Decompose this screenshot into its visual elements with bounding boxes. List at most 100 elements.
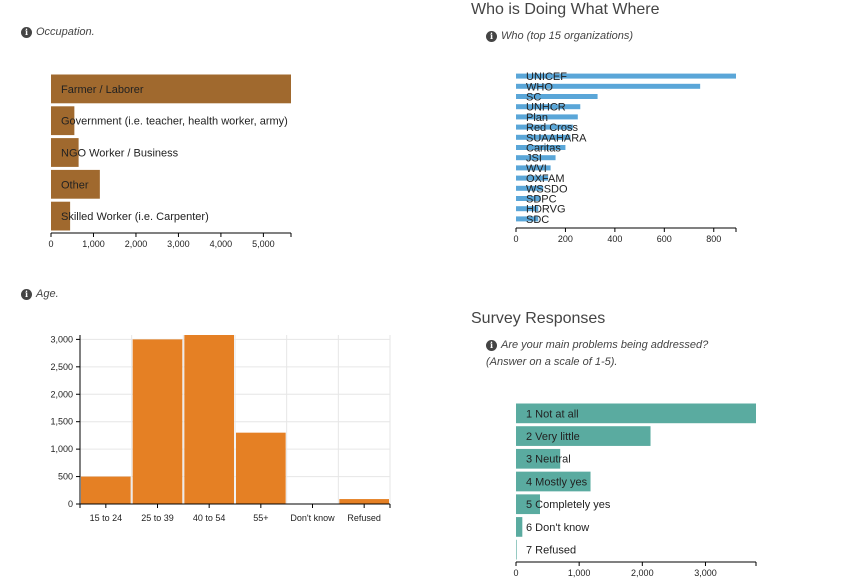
bar-category-label: NGO Worker / Business bbox=[61, 147, 179, 159]
x-tick-label: 4,000 bbox=[210, 239, 233, 249]
x-tick-label: Refused bbox=[347, 513, 381, 523]
x-tick-label: 400 bbox=[607, 234, 622, 244]
x-tick-label: 800 bbox=[706, 234, 721, 244]
bar bbox=[516, 104, 581, 110]
who-label: i Who (top 15 organizations) bbox=[486, 28, 633, 45]
bar bbox=[516, 471, 591, 492]
bar-category-label: 2 Very little bbox=[526, 431, 580, 443]
bar-category-label: UNHCR bbox=[526, 102, 566, 114]
who-section-title: Who is Doing What Where bbox=[471, 1, 660, 18]
bar-category-label: Farmer / Laborer bbox=[61, 84, 144, 96]
y-tick-label: 500 bbox=[58, 472, 73, 482]
x-tick-label: 1,000 bbox=[568, 568, 591, 578]
info-icon[interactable]: i bbox=[21, 289, 32, 300]
bar bbox=[516, 196, 541, 201]
x-tick-label: 0 bbox=[48, 239, 53, 249]
bar bbox=[516, 185, 544, 191]
bar bbox=[516, 206, 539, 212]
bar-category-label: 1 Not at all bbox=[526, 408, 579, 420]
age-label: i Age. bbox=[21, 286, 59, 303]
bar-category-label: WSSDO bbox=[526, 183, 568, 195]
bar bbox=[516, 165, 551, 171]
bar bbox=[339, 499, 389, 504]
bar bbox=[236, 432, 286, 504]
bar-category-label: JSI bbox=[526, 153, 542, 165]
x-tick-label: 3,000 bbox=[167, 239, 190, 249]
bar-category-label: 5 Completely yes bbox=[526, 499, 611, 511]
bar bbox=[516, 145, 566, 150]
bar bbox=[81, 476, 131, 504]
bar bbox=[516, 175, 549, 181]
bar-category-label: Red Cross bbox=[526, 122, 578, 134]
occupation-label: i Occupation. bbox=[21, 24, 95, 41]
bar-category-label: Plan bbox=[526, 112, 548, 124]
bar bbox=[516, 517, 523, 537]
bar-category-label: SDPC bbox=[526, 194, 557, 206]
x-tick-label: 2,000 bbox=[631, 568, 654, 578]
x-tick-label: 200 bbox=[558, 234, 573, 244]
x-tick-label: 2,000 bbox=[125, 239, 148, 249]
bar bbox=[516, 155, 556, 161]
bar bbox=[516, 539, 517, 560]
bar-category-label: HDRVG bbox=[526, 204, 566, 216]
bar bbox=[51, 138, 79, 167]
info-icon[interactable]: i bbox=[486, 31, 497, 42]
bar-category-label: SC bbox=[526, 92, 541, 104]
y-tick-label: 2,500 bbox=[50, 362, 73, 372]
survey-label-text: Are your main problems being addressed? … bbox=[486, 339, 709, 368]
bar bbox=[516, 94, 598, 99]
x-tick-label: 15 to 24 bbox=[90, 513, 123, 523]
bar bbox=[516, 83, 701, 89]
x-tick-label: 600 bbox=[657, 234, 672, 244]
y-tick-label: 2,000 bbox=[50, 389, 73, 399]
who-label-text: Who (top 15 organizations) bbox=[501, 30, 634, 42]
bar-category-label: 7 Refused bbox=[526, 545, 576, 557]
bar-category-label: 4 Mostly yes bbox=[526, 476, 588, 488]
bar-category-label: 3 Neutral bbox=[526, 454, 571, 466]
bar bbox=[516, 426, 651, 446]
bar-category-label: SDC bbox=[526, 214, 549, 226]
bar-category-label: OXFAM bbox=[526, 173, 565, 185]
bar bbox=[516, 494, 540, 515]
x-tick-label: 25 to 39 bbox=[141, 513, 174, 523]
survey-section-title: Survey Responses bbox=[471, 310, 606, 327]
y-tick-label: 1,000 bbox=[50, 444, 73, 454]
x-tick-label: 40 to 54 bbox=[193, 513, 226, 523]
bar bbox=[516, 216, 539, 222]
bar-category-label: WVI bbox=[526, 163, 547, 175]
x-tick-label: 1,000 bbox=[82, 239, 105, 249]
bar bbox=[132, 339, 183, 504]
bar-category-label: Skilled Worker (i.e. Carpenter) bbox=[61, 211, 209, 223]
bar bbox=[184, 335, 234, 504]
bar-category-label: 6 Don't know bbox=[526, 522, 589, 534]
age-label-text: Age. bbox=[36, 288, 59, 300]
bar bbox=[51, 169, 100, 199]
bar-category-label: Government (i.e. teacher, health worker,… bbox=[61, 116, 288, 128]
bar bbox=[516, 124, 573, 130]
x-tick-label: 5,000 bbox=[252, 239, 275, 249]
x-tick-label: 0 bbox=[513, 234, 518, 244]
bar bbox=[516, 114, 578, 120]
bar-category-label: Caritas bbox=[526, 143, 561, 155]
bar-category-label: WHO bbox=[526, 81, 553, 93]
bar-category-label: Other bbox=[61, 179, 89, 191]
info-icon[interactable]: i bbox=[486, 340, 497, 351]
bar bbox=[51, 201, 71, 231]
bar bbox=[51, 106, 75, 136]
x-tick-label: 55+ bbox=[253, 513, 268, 523]
y-tick-label: 3,000 bbox=[50, 334, 73, 344]
bar bbox=[516, 134, 571, 140]
bar bbox=[516, 73, 736, 79]
bar-category-label: UNICEF bbox=[526, 71, 567, 83]
y-tick-label: 0 bbox=[68, 499, 73, 509]
bar bbox=[516, 403, 756, 424]
bar-category-label: SUAAHARA bbox=[526, 132, 587, 144]
occupation-label-text: Occupation. bbox=[36, 26, 95, 38]
y-tick-label: 1,500 bbox=[50, 417, 73, 427]
survey-label: i Are your main problems being addressed?… bbox=[486, 337, 751, 371]
info-icon[interactable]: i bbox=[21, 27, 32, 38]
